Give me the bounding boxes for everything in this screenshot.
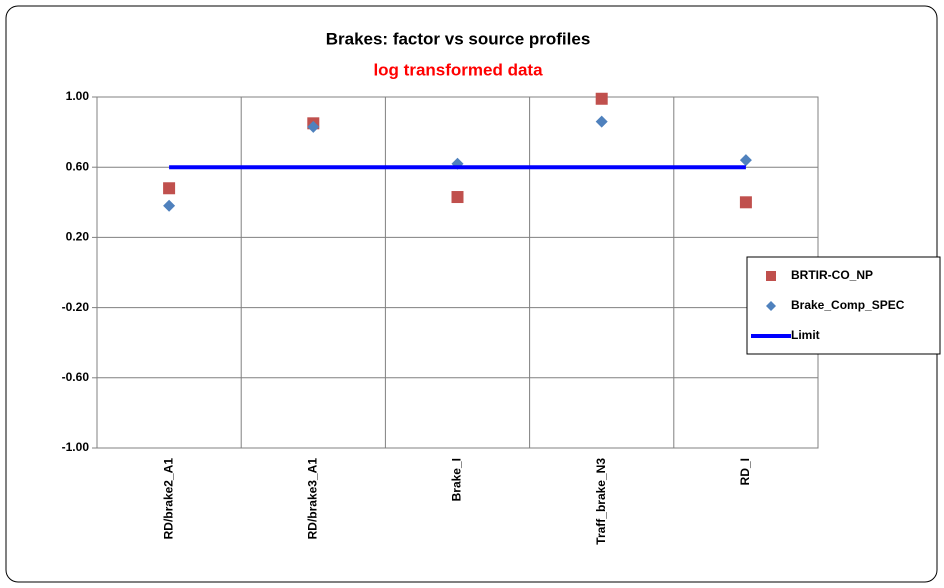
marker-diamond — [163, 199, 176, 212]
y-tick-label: -0.60 — [62, 370, 90, 384]
x-tick-label: Traff_brake_N3 — [594, 458, 608, 545]
chart-subtitle: log transformed data — [373, 60, 543, 79]
chart-title: Brakes: factor vs source profiles — [326, 29, 591, 48]
marker-diamond — [739, 154, 752, 167]
y-tick-label: -0.20 — [62, 300, 90, 314]
y-tick-label: -1.00 — [62, 440, 90, 454]
x-tick-label: Brake_I — [450, 458, 464, 501]
legend-label: Limit — [791, 328, 820, 342]
marker-square — [163, 182, 176, 195]
legend-label: Brake_Comp_SPEC — [791, 298, 905, 312]
x-tick-label: RD/brake2_A1 — [161, 458, 175, 540]
marker-square — [739, 196, 752, 209]
y-tick-label: 1.00 — [66, 89, 90, 103]
y-tick-label: 0.60 — [66, 159, 90, 173]
plot-area — [96, 96, 819, 449]
marker-diamond — [307, 120, 320, 133]
x-tick-label: RD_I — [738, 458, 752, 485]
marker-square — [451, 191, 464, 204]
x-tick-label: RD/brake3_A1 — [305, 458, 319, 540]
y-tick-label: 0.20 — [66, 230, 90, 244]
marker-diamond — [595, 115, 608, 128]
legend-label: BRTIR-CO_NP — [791, 268, 873, 282]
legend-marker — [766, 271, 776, 281]
marker-square — [595, 92, 608, 105]
legend-marker — [766, 301, 776, 311]
